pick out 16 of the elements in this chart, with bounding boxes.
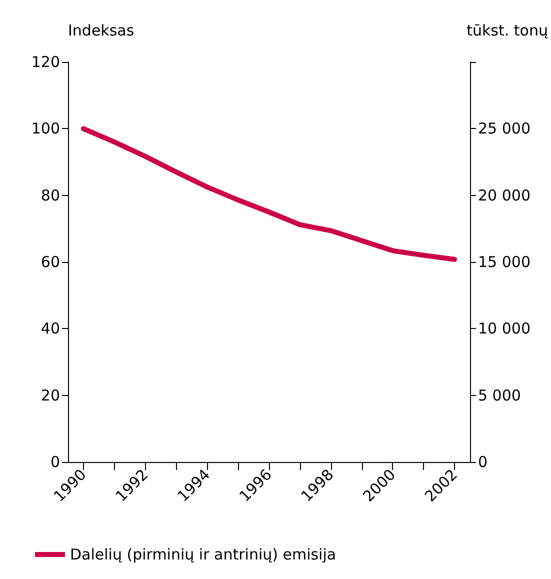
y2-tick-label: 0 <box>478 453 488 471</box>
legend-label: Dalelių (pirminių ir antrinių) emisija <box>70 546 336 564</box>
y2-tick-label: 25 000 <box>478 120 530 138</box>
y-tick-label: 120 <box>31 53 60 71</box>
y-axis-title: Indeksas <box>68 22 134 40</box>
y-tick-label: 40 <box>40 320 60 338</box>
y-tick-label: 20 <box>40 386 60 404</box>
y2-tick-label: 20 000 <box>478 186 530 204</box>
y-tick-label: 60 <box>40 253 60 271</box>
y2-tick-label: 15 000 <box>478 253 530 271</box>
y2-tick-label: 5 000 <box>478 386 521 404</box>
y2-tick-label: 10 000 <box>478 320 530 338</box>
y-tick-label: 0 <box>50 453 60 471</box>
y-tick-label: 80 <box>40 186 60 204</box>
y2-axis-title: tūkst. tonų <box>466 22 548 40</box>
y-tick-label: 100 <box>31 120 60 138</box>
